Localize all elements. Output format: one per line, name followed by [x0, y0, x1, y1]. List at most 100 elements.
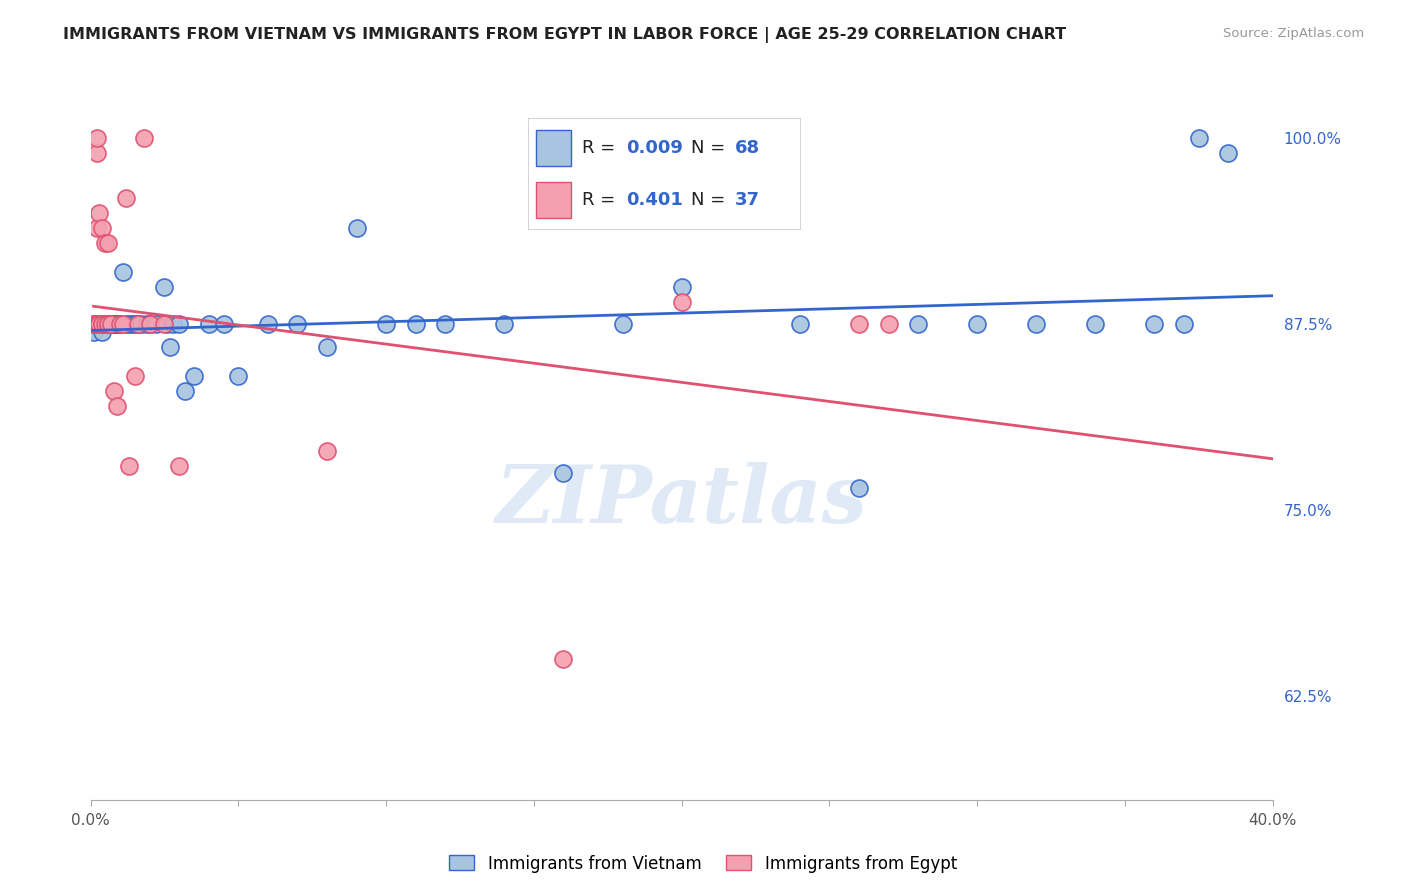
Point	[135, 318, 157, 332]
Point	[86, 146, 108, 161]
Point	[671, 295, 693, 310]
Point	[108, 318, 131, 332]
Point	[91, 220, 114, 235]
Point	[115, 318, 138, 332]
Point	[103, 318, 125, 332]
Point	[1218, 146, 1240, 161]
Point	[83, 318, 105, 332]
Point	[91, 318, 114, 332]
Point	[1173, 318, 1195, 332]
Point	[103, 318, 125, 332]
Point	[405, 318, 427, 332]
Point	[89, 318, 111, 332]
Point	[112, 265, 135, 279]
Point	[848, 481, 870, 495]
Point	[145, 318, 167, 332]
Point	[257, 318, 280, 332]
Point	[89, 318, 111, 332]
Point	[1188, 131, 1211, 145]
Point	[127, 318, 149, 332]
Point	[1084, 318, 1107, 332]
Point	[83, 325, 105, 339]
Point	[169, 458, 191, 473]
Point	[316, 340, 339, 354]
Point	[94, 318, 117, 332]
Point	[138, 318, 160, 332]
Point	[434, 318, 457, 332]
Point	[132, 131, 155, 145]
Point	[94, 318, 117, 332]
Point	[105, 318, 128, 332]
Point	[118, 458, 141, 473]
Point	[100, 318, 122, 332]
Point	[138, 318, 160, 332]
Point	[108, 318, 131, 332]
Y-axis label: In Labor Force | Age 25-29: In Labor Force | Age 25-29	[0, 343, 8, 545]
Text: IMMIGRANTS FROM VIETNAM VS IMMIGRANTS FROM EGYPT IN LABOR FORCE | AGE 25-29 CORR: IMMIGRANTS FROM VIETNAM VS IMMIGRANTS FR…	[63, 27, 1066, 43]
Point	[124, 369, 146, 384]
Point	[91, 318, 114, 332]
Point	[91, 318, 114, 332]
Point	[97, 318, 120, 332]
Point	[89, 318, 111, 332]
Text: ZIPatlas: ZIPatlas	[495, 462, 868, 540]
Point	[118, 318, 141, 332]
Text: Source: ZipAtlas.com: Source: ZipAtlas.com	[1223, 27, 1364, 40]
Point	[1143, 318, 1166, 332]
Point	[86, 220, 108, 235]
Point	[553, 466, 575, 480]
Point	[612, 318, 634, 332]
Point	[1025, 318, 1047, 332]
Point	[287, 318, 309, 332]
Point	[112, 318, 135, 332]
Point	[156, 318, 179, 332]
Point	[228, 369, 250, 384]
Point	[91, 318, 114, 332]
Point	[375, 318, 398, 332]
Point	[346, 220, 368, 235]
Point	[89, 206, 111, 220]
Point	[108, 318, 131, 332]
Point	[97, 318, 120, 332]
Point	[94, 235, 117, 250]
Point	[966, 318, 988, 332]
Point	[86, 318, 108, 332]
Point	[162, 318, 184, 332]
Point	[907, 318, 929, 332]
Point	[86, 318, 108, 332]
Point	[198, 318, 221, 332]
Point	[86, 131, 108, 145]
Point	[105, 318, 128, 332]
Point	[100, 318, 122, 332]
Point	[97, 318, 120, 332]
Point	[169, 318, 191, 332]
Point	[94, 318, 117, 332]
Point	[494, 318, 516, 332]
Point	[212, 318, 235, 332]
Point	[100, 318, 122, 332]
Point	[89, 318, 111, 332]
Point	[183, 369, 205, 384]
Point	[94, 318, 117, 332]
Point	[94, 318, 117, 332]
Point	[121, 318, 143, 332]
Point	[124, 318, 146, 332]
Point	[848, 318, 870, 332]
Point	[91, 318, 114, 332]
Point	[89, 318, 111, 332]
Point	[153, 318, 176, 332]
Point	[86, 318, 108, 332]
Point	[159, 340, 181, 354]
Point	[83, 318, 105, 332]
Point	[97, 318, 120, 332]
Point	[877, 318, 900, 332]
Point	[97, 235, 120, 250]
Point	[83, 318, 105, 332]
Point	[789, 318, 811, 332]
Point	[553, 652, 575, 666]
Point	[115, 191, 138, 205]
Point	[89, 318, 111, 332]
Point	[129, 318, 152, 332]
Point	[83, 318, 105, 332]
Point	[316, 443, 339, 458]
